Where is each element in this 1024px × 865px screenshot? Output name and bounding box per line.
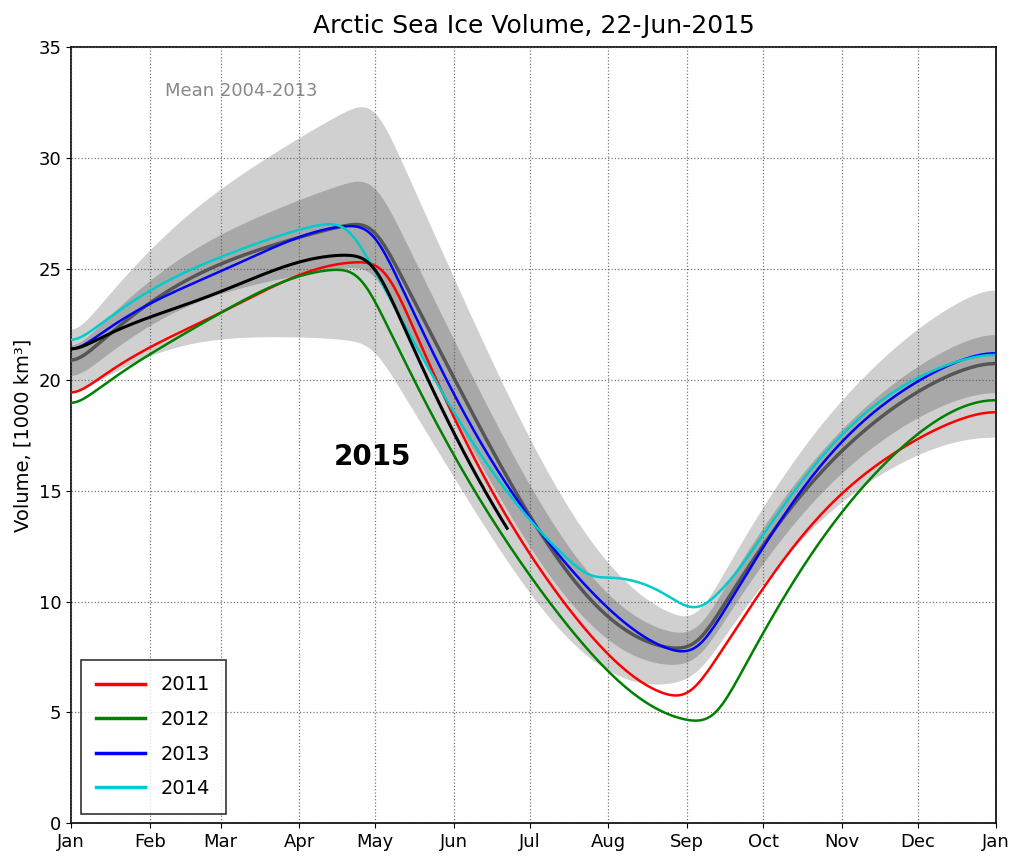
Title: Arctic Sea Ice Volume, 22-Jun-2015: Arctic Sea Ice Volume, 22-Jun-2015 (312, 14, 755, 38)
Text: 2015: 2015 (334, 443, 412, 471)
Y-axis label: Volume, [1000 km³]: Volume, [1000 km³] (14, 338, 33, 532)
Legend: 2011, 2012, 2013, 2014: 2011, 2012, 2013, 2014 (81, 660, 225, 814)
Text: Mean 2004-2013: Mean 2004-2013 (165, 82, 317, 100)
